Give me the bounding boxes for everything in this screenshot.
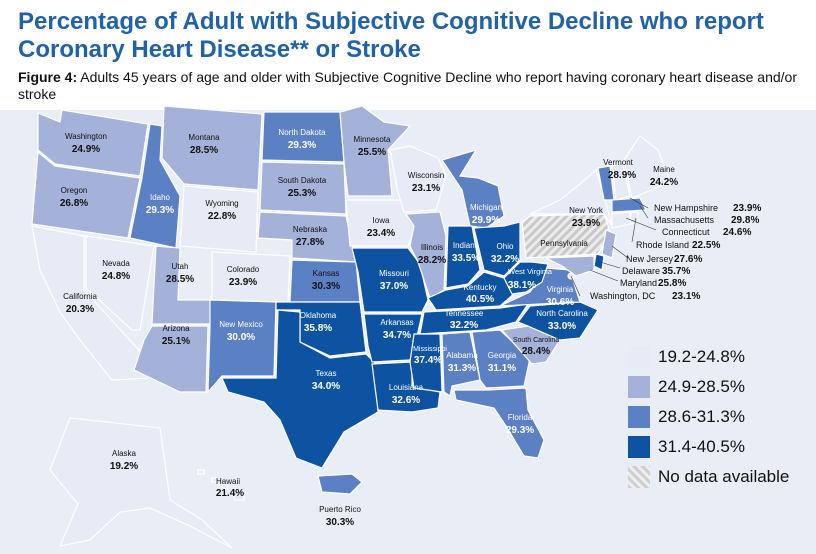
state-south-dakota (259, 161, 347, 215)
state-missouri (351, 247, 429, 313)
state-north-dakota (261, 111, 345, 163)
state-nebraska (257, 211, 357, 263)
legend-swatch (628, 346, 650, 368)
state-delaware (593, 253, 605, 271)
state-massachusetts (611, 197, 647, 213)
state-north-carolina (517, 301, 599, 341)
page-title: Percentage of Adult with Subjective Cogn… (18, 8, 764, 63)
state-wyoming (179, 185, 259, 253)
state-pennsylvania (521, 213, 611, 259)
legend-swatch-nodata (628, 466, 650, 488)
state-colorado (211, 251, 291, 303)
state-mississippi (409, 333, 443, 393)
state-washington (37, 109, 149, 177)
state-michigan (441, 148, 505, 229)
state-arizona (133, 325, 209, 393)
legend-item: 31.4-40.5% (628, 436, 816, 458)
state-texas (221, 309, 379, 469)
state-west-virginia (503, 261, 549, 295)
legend-label: 31.4-40.5% (658, 437, 745, 456)
callout-leaders (570, 197, 657, 297)
legend-label: 24.9-28.5% (658, 377, 745, 396)
state-alaska (49, 417, 233, 549)
state-montana (161, 105, 263, 191)
state-nevada (85, 235, 155, 331)
figure-caption: Figure 4: Adults 45 years of age and old… (18, 69, 798, 103)
state-maryland (545, 255, 595, 277)
state-oregon (31, 150, 141, 239)
legend-item: 19.2-24.8% (628, 346, 816, 368)
state-kansas (289, 259, 361, 303)
state-california (31, 225, 149, 381)
figure-caption-text: Adults 45 years of age and older with Su… (18, 69, 797, 102)
state-alabama (441, 331, 481, 397)
state-wisconsin (389, 145, 447, 213)
state-minnesota (339, 105, 412, 197)
state-utah (151, 245, 213, 325)
state-connecticut (611, 211, 631, 229)
state-puerto-rico (317, 473, 363, 495)
state-idaho (129, 123, 181, 249)
state-hawaii (197, 469, 245, 501)
legend-label: 19.2-24.8% (658, 347, 745, 366)
figure-label: Figure 4: (18, 69, 78, 85)
state-new-hampshire (611, 161, 631, 201)
legend-item: 28.6-31.3% (628, 406, 816, 428)
legend-item: 24.9-28.5% (628, 376, 816, 398)
state-indiana (445, 225, 481, 289)
legend-label: 28.6-31.3% (658, 407, 745, 426)
legend-swatch (628, 436, 650, 458)
legend-item: No data available (628, 466, 816, 488)
state-maine (623, 135, 671, 199)
state-new-jersey (601, 229, 617, 259)
state-new-york (529, 168, 613, 227)
legend-swatch (628, 376, 650, 398)
state-south-carolina (500, 325, 561, 365)
state-florida (453, 387, 545, 459)
legend-swatch (628, 406, 650, 428)
legend-label: No data available (658, 467, 790, 486)
state-ohio (473, 221, 521, 277)
